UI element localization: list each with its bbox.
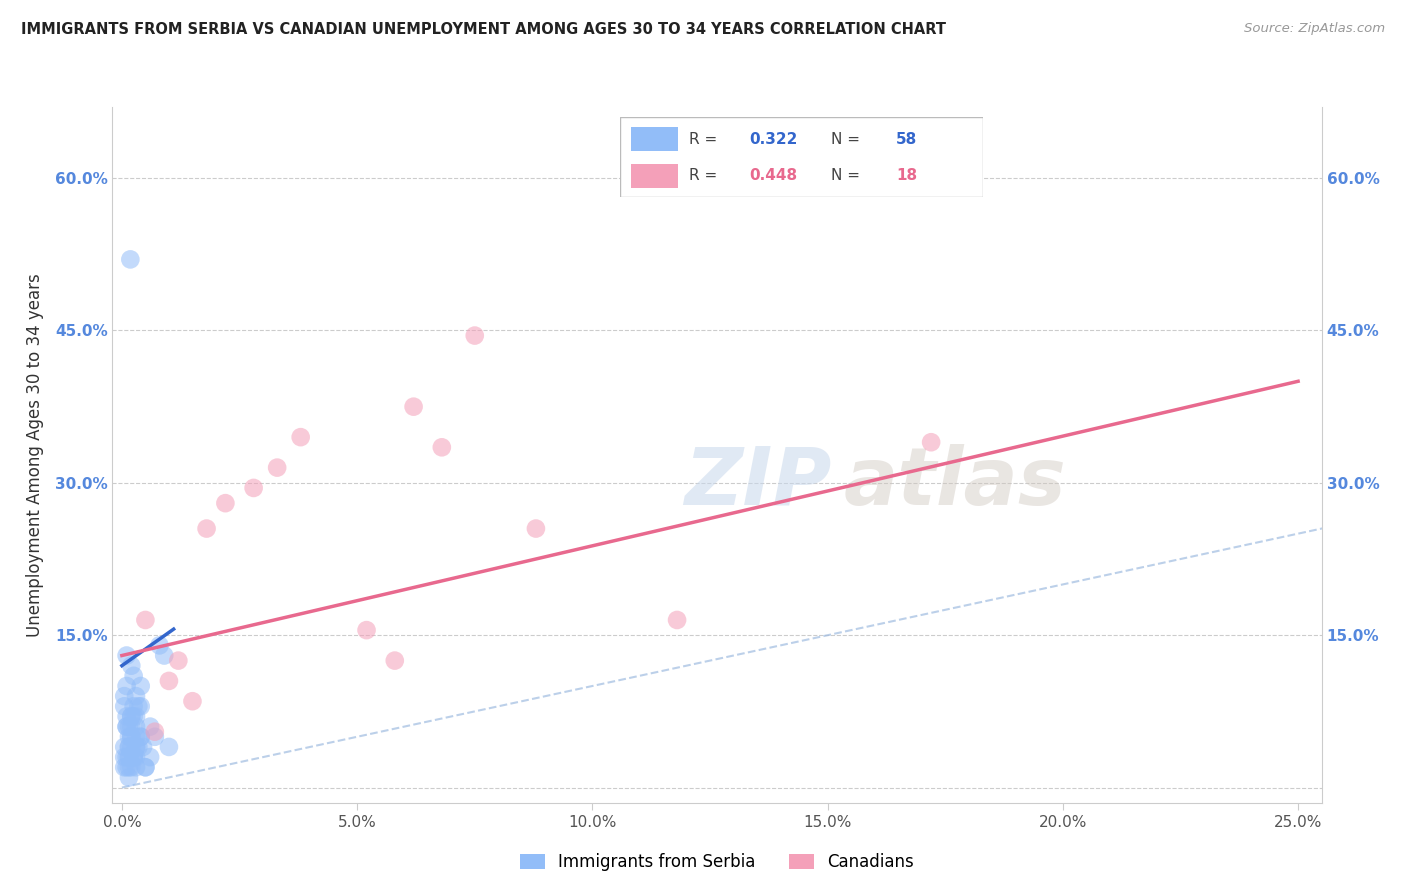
Point xyxy=(129,730,152,744)
Point xyxy=(920,435,942,450)
Point xyxy=(132,739,155,754)
Point xyxy=(134,613,156,627)
Text: IMMIGRANTS FROM SERBIA VS CANADIAN UNEMPLOYMENT AMONG AGES 30 TO 34 YEARS CORREL: IMMIGRANTS FROM SERBIA VS CANADIAN UNEMP… xyxy=(21,22,946,37)
Point xyxy=(120,709,142,723)
Point xyxy=(122,669,145,683)
Point xyxy=(118,760,141,774)
Point xyxy=(112,760,135,774)
Point xyxy=(115,720,138,734)
Point xyxy=(120,658,142,673)
Point xyxy=(214,496,236,510)
Point xyxy=(120,730,142,744)
Point xyxy=(120,709,142,723)
Point xyxy=(127,739,149,754)
Point xyxy=(118,739,141,754)
Point xyxy=(464,328,486,343)
Point xyxy=(112,739,135,754)
Point xyxy=(120,739,142,754)
Point xyxy=(122,750,145,764)
Point xyxy=(118,771,141,785)
Point xyxy=(115,679,138,693)
Point xyxy=(148,639,170,653)
Point xyxy=(143,730,166,744)
Y-axis label: Unemployment Among Ages 30 to 34 years: Unemployment Among Ages 30 to 34 years xyxy=(25,273,44,637)
Point xyxy=(139,750,162,764)
Point xyxy=(139,720,162,734)
Point xyxy=(118,739,141,754)
Point xyxy=(118,750,141,764)
Point xyxy=(125,760,148,774)
Point xyxy=(129,699,152,714)
Point xyxy=(356,623,378,637)
Point xyxy=(122,709,145,723)
Point xyxy=(120,252,142,267)
Point xyxy=(115,720,138,734)
Point xyxy=(120,760,142,774)
Point xyxy=(118,730,141,744)
Point xyxy=(115,760,138,774)
Legend: Immigrants from Serbia, Canadians: Immigrants from Serbia, Canadians xyxy=(513,847,921,878)
Point xyxy=(112,699,135,714)
Point xyxy=(115,750,138,764)
Point xyxy=(266,460,288,475)
Point xyxy=(120,730,142,744)
Point xyxy=(666,613,689,627)
Point xyxy=(122,750,145,764)
Point xyxy=(129,730,152,744)
Point xyxy=(143,724,166,739)
Point xyxy=(134,760,156,774)
Point xyxy=(125,689,148,703)
Point xyxy=(195,522,218,536)
Point xyxy=(125,750,148,764)
Point xyxy=(167,654,190,668)
Text: Source: ZipAtlas.com: Source: ZipAtlas.com xyxy=(1244,22,1385,36)
Point xyxy=(115,648,138,663)
Point xyxy=(242,481,264,495)
Point xyxy=(112,689,135,703)
Text: ZIP: ZIP xyxy=(685,443,832,522)
Point xyxy=(134,760,156,774)
Point xyxy=(157,739,180,754)
Point xyxy=(402,400,425,414)
Point xyxy=(125,739,148,754)
Point xyxy=(122,699,145,714)
Point xyxy=(127,699,149,714)
Point xyxy=(290,430,312,444)
Point xyxy=(153,648,176,663)
Point xyxy=(122,750,145,764)
Point xyxy=(129,679,152,693)
Point xyxy=(524,522,547,536)
Point xyxy=(157,673,180,688)
Point xyxy=(115,709,138,723)
Point xyxy=(125,720,148,734)
Point xyxy=(112,750,135,764)
Point xyxy=(120,720,142,734)
Point xyxy=(384,654,406,668)
Text: atlas: atlas xyxy=(844,443,1067,522)
Point xyxy=(125,730,148,744)
Point xyxy=(118,750,141,764)
Point xyxy=(125,739,148,754)
Point xyxy=(118,720,141,734)
Point xyxy=(125,709,148,723)
Point xyxy=(181,694,204,708)
Point xyxy=(430,440,453,454)
